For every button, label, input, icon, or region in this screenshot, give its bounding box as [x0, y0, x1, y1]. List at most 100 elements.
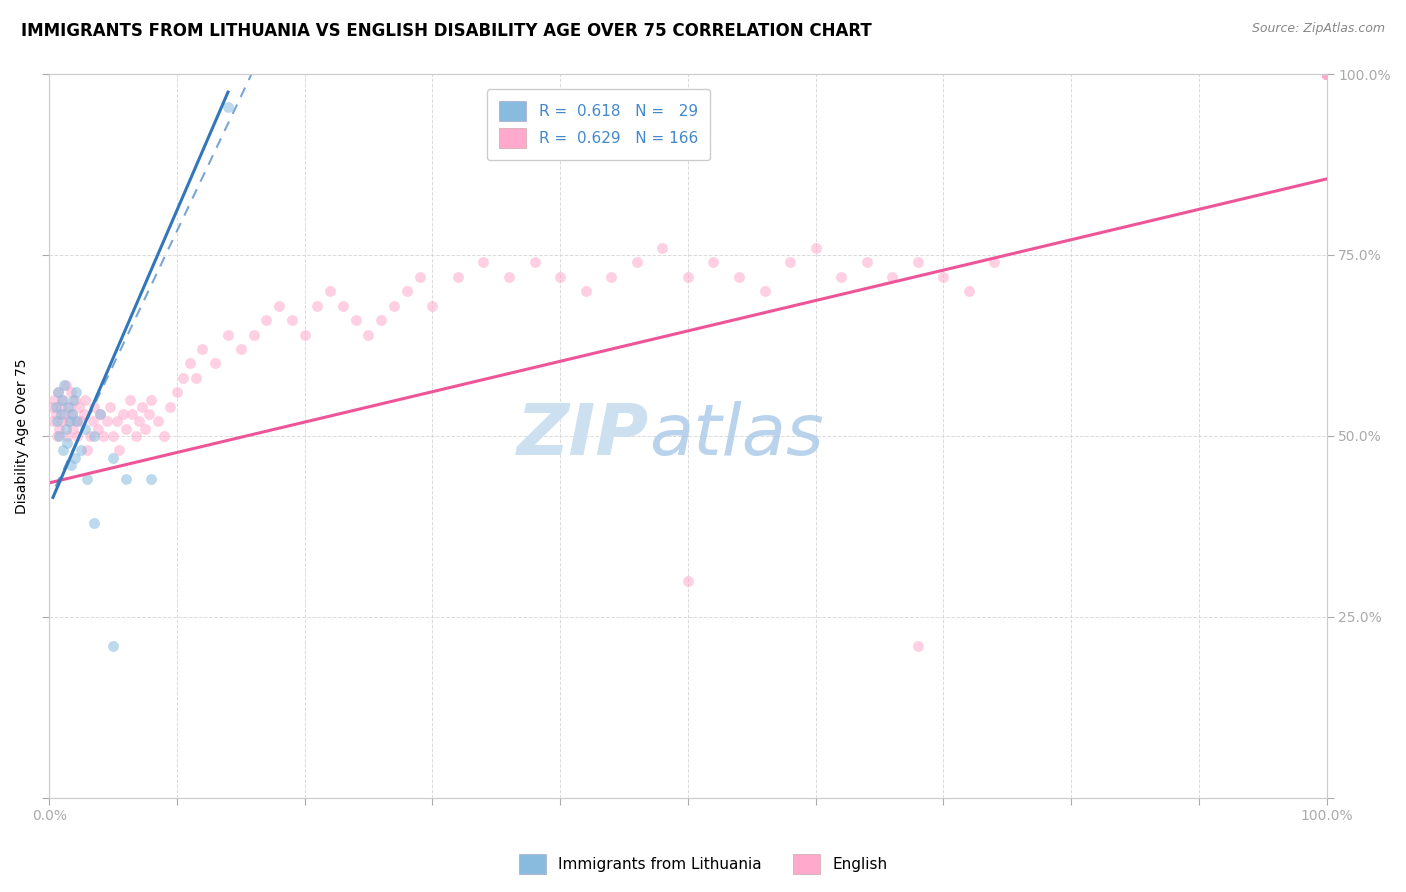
Point: [1316, 67, 1339, 81]
Point: [1316, 67, 1339, 81]
Point: [1316, 67, 1339, 81]
Point: [58, 400, 80, 414]
Point: [172, 371, 194, 385]
Point: [1316, 67, 1339, 81]
Point: [1316, 67, 1339, 81]
Point: [56, 436, 79, 450]
Point: [804, 241, 827, 255]
Point: [229, 342, 252, 356]
Point: [114, 422, 136, 436]
Point: [1316, 67, 1339, 81]
Point: [131, 400, 153, 414]
Point: [48, 429, 70, 443]
Point: [51, 392, 73, 407]
Point: [1316, 67, 1339, 81]
Point: [1316, 67, 1339, 81]
Point: [728, 269, 751, 284]
Point: [957, 284, 980, 298]
Point: [307, 299, 329, 313]
Text: atlas: atlas: [650, 401, 824, 470]
Point: [100, 400, 122, 414]
Point: [1316, 67, 1339, 81]
Point: [1316, 67, 1339, 81]
Point: [44, 400, 66, 414]
Point: [472, 255, 495, 269]
Point: [59, 458, 82, 472]
Point: [294, 327, 316, 342]
Point: [96, 414, 118, 428]
Point: [676, 574, 699, 588]
Point: [76, 443, 98, 458]
Point: [1316, 67, 1339, 81]
Point: [134, 422, 156, 436]
Point: [408, 269, 430, 284]
Point: [159, 400, 181, 414]
Point: [58, 414, 80, 428]
Point: [1316, 67, 1339, 81]
Point: [548, 269, 571, 284]
Point: [1316, 67, 1339, 81]
Point: [52, 443, 75, 458]
Point: [89, 407, 111, 421]
Point: [73, 422, 96, 436]
Point: [101, 639, 124, 653]
Point: [1316, 67, 1339, 81]
Point: [1316, 67, 1339, 81]
Point: [1316, 67, 1339, 81]
Point: [48, 422, 70, 436]
Legend: R =  0.618   N =   29, R =  0.629   N = 166: R = 0.618 N = 29, R = 0.629 N = 166: [486, 89, 710, 161]
Point: [79, 429, 101, 443]
Point: [254, 313, 277, 327]
Point: [1316, 67, 1339, 81]
Point: [242, 327, 264, 342]
Point: [830, 269, 852, 284]
Point: [44, 407, 66, 421]
Point: [204, 356, 226, 370]
Point: [108, 443, 131, 458]
Point: [73, 392, 96, 407]
Point: [60, 407, 83, 421]
Point: [332, 299, 354, 313]
Point: [1316, 67, 1339, 81]
Point: [1316, 67, 1339, 81]
Point: [370, 313, 392, 327]
Point: [141, 472, 163, 486]
Point: [907, 255, 929, 269]
Point: [1316, 67, 1339, 81]
Point: [1316, 67, 1339, 81]
Point: [89, 407, 111, 421]
Point: [651, 241, 673, 255]
Point: [1316, 67, 1339, 81]
Point: [1316, 67, 1339, 81]
Point: [56, 429, 79, 443]
Point: [76, 472, 98, 486]
Point: [1316, 67, 1339, 81]
Point: [128, 414, 150, 428]
Point: [141, 392, 163, 407]
Point: [62, 392, 84, 407]
Point: [217, 327, 239, 342]
Point: [1316, 67, 1339, 81]
Point: [907, 639, 929, 653]
Point: [1316, 67, 1339, 81]
Point: [1316, 67, 1339, 81]
Point: [702, 255, 724, 269]
Point: [101, 450, 124, 465]
Point: [1316, 67, 1339, 81]
Point: [447, 269, 470, 284]
Point: [1316, 67, 1339, 81]
Point: [1316, 67, 1339, 81]
Point: [70, 443, 93, 458]
Point: [1316, 67, 1339, 81]
Point: [1316, 67, 1339, 81]
Point: [55, 422, 77, 436]
Point: [855, 255, 877, 269]
Point: [1316, 67, 1339, 81]
Point: [1316, 67, 1339, 81]
Point: [676, 269, 699, 284]
Point: [1316, 67, 1339, 81]
Point: [267, 299, 290, 313]
Point: [1316, 67, 1339, 81]
Point: [184, 371, 207, 385]
Point: [1316, 67, 1339, 81]
